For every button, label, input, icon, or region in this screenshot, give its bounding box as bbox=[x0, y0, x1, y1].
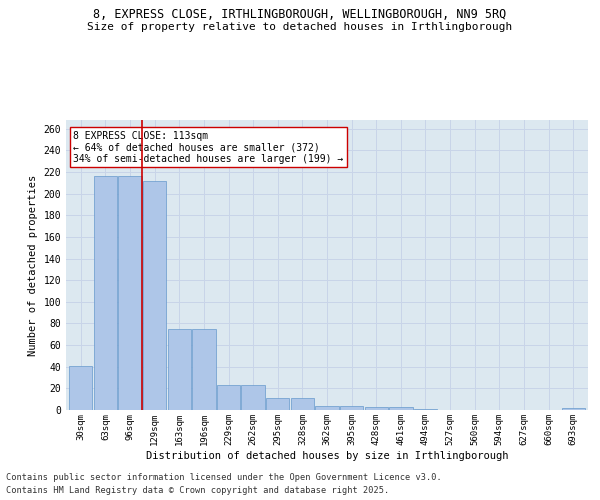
Bar bbox=[414, 409, 437, 410]
Text: 8 EXPRESS CLOSE: 113sqm
← 64% of detached houses are smaller (372)
34% of semi-d: 8 EXPRESS CLOSE: 113sqm ← 64% of detache… bbox=[73, 131, 344, 164]
Bar bbox=[167, 329, 191, 410]
Bar bbox=[290, 398, 314, 410]
Bar bbox=[562, 408, 585, 410]
Bar bbox=[266, 398, 289, 410]
Y-axis label: Number of detached properties: Number of detached properties bbox=[28, 174, 38, 356]
Bar bbox=[94, 176, 117, 410]
Bar bbox=[143, 180, 166, 410]
Text: 8, EXPRESS CLOSE, IRTHLINGBOROUGH, WELLINGBOROUGH, NN9 5RQ: 8, EXPRESS CLOSE, IRTHLINGBOROUGH, WELLI… bbox=[94, 8, 506, 20]
Text: Size of property relative to detached houses in Irthlingborough: Size of property relative to detached ho… bbox=[88, 22, 512, 32]
Bar bbox=[241, 385, 265, 410]
X-axis label: Distribution of detached houses by size in Irthlingborough: Distribution of detached houses by size … bbox=[146, 450, 508, 460]
Bar bbox=[118, 176, 142, 410]
Bar bbox=[340, 406, 364, 410]
Bar bbox=[217, 385, 240, 410]
Bar bbox=[316, 406, 338, 410]
Bar bbox=[69, 366, 92, 410]
Text: Contains public sector information licensed under the Open Government Licence v3: Contains public sector information licen… bbox=[6, 474, 442, 482]
Bar bbox=[192, 329, 215, 410]
Text: Contains HM Land Registry data © Crown copyright and database right 2025.: Contains HM Land Registry data © Crown c… bbox=[6, 486, 389, 495]
Bar bbox=[365, 407, 388, 410]
Bar bbox=[389, 407, 413, 410]
